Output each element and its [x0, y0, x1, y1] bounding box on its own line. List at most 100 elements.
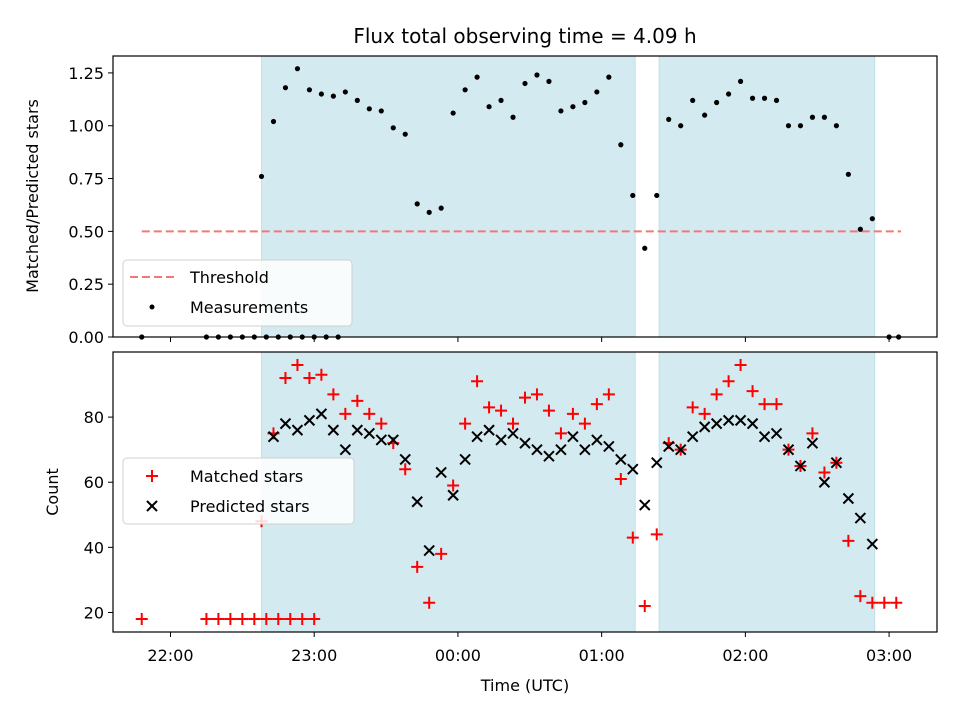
measurement-point — [522, 80, 528, 87]
predicted-star-point — [651, 456, 663, 469]
predicted-star-point — [435, 466, 447, 479]
measurements-legend-label: Measurements — [190, 298, 308, 317]
matched-star-point — [212, 612, 225, 625]
measurement-point — [366, 106, 372, 112]
bottom-shaded-interval — [658, 351, 876, 633]
measurement-point — [462, 87, 468, 93]
measurement-point — [857, 226, 863, 232]
predicted-star-point — [447, 489, 459, 501]
bottom-y-tick-label: 40 — [84, 538, 104, 557]
matched-star-point — [650, 528, 663, 541]
measurement-point — [354, 97, 360, 103]
matched-star-point — [447, 479, 460, 492]
predicted-star-point — [459, 453, 471, 466]
top-y-tick-label: 0.25 — [68, 275, 104, 294]
matched-star-point — [519, 391, 531, 404]
matched-star-point — [363, 407, 376, 420]
matched-star-point — [698, 407, 711, 420]
x-tick-label: 00:00 — [435, 646, 481, 665]
predicted-star-point — [746, 417, 759, 430]
matched-star-point — [399, 463, 412, 476]
x-tick-label: 02:00 — [722, 646, 768, 665]
measurement-point — [270, 118, 277, 125]
measurement-point — [606, 74, 612, 80]
predicted-star-point — [603, 440, 615, 453]
predicted-star-point — [579, 443, 591, 456]
matched-star-point — [248, 612, 261, 625]
measurement-point — [282, 85, 289, 91]
measurement-point — [797, 123, 804, 129]
threshold-legend-label: Threshold — [189, 268, 269, 287]
measurement-point — [809, 114, 816, 120]
predicted-star-point — [674, 443, 687, 456]
measurement-point — [378, 108, 384, 114]
measurement-point — [833, 123, 839, 129]
measurement-point — [486, 104, 492, 110]
measurement-point — [330, 93, 336, 99]
measurement-point — [618, 142, 624, 148]
matched-star-point — [770, 398, 783, 411]
top-y-axis-label: Matched/Predicted stars — [23, 99, 42, 293]
predicted-legend-swatch — [146, 500, 158, 512]
bottom-y-axis-label: Count — [43, 468, 62, 516]
measurements-legend-swatch — [149, 304, 155, 310]
predicted-star-point — [770, 427, 783, 440]
matched-star-point — [542, 404, 555, 417]
predicted-star-point — [375, 434, 387, 446]
top-panel: 0.00 0.25 0.50 0.75 1.00 1.25 — [68, 55, 938, 347]
matched-star-point — [602, 388, 615, 401]
bottom-y-tick-label: 80 — [84, 408, 104, 427]
predicted-star-point — [315, 408, 328, 420]
predicted-star-point — [782, 443, 795, 456]
top-axes-frame — [112, 55, 938, 338]
matched-star-point — [554, 427, 567, 440]
measurement-point — [390, 125, 396, 131]
bottom-legend-box — [122, 457, 355, 525]
x-tick-label: 03:00 — [866, 646, 912, 665]
matched-star-point — [303, 372, 316, 385]
predicted-star-point — [806, 437, 819, 449]
matched-star-point — [578, 417, 591, 430]
predicted-star-point — [794, 460, 807, 472]
matched-star-point — [842, 534, 855, 547]
measurement-point — [749, 95, 756, 101]
matched-star-point — [638, 599, 651, 612]
matched-star-point — [423, 596, 436, 609]
matched-star-point — [483, 401, 496, 414]
predicted-star-point — [615, 453, 627, 466]
measurement-point — [785, 123, 792, 129]
predicted-star-point — [267, 430, 280, 443]
measurement-point — [714, 99, 720, 106]
predicted-star-point — [698, 421, 711, 433]
measurement-point — [414, 201, 420, 207]
measurement-point — [318, 91, 324, 97]
top-y-tick-label: 1.00 — [68, 117, 104, 136]
matched-star-point — [135, 612, 148, 625]
predicted-star-point — [854, 512, 867, 524]
matched-star-point — [260, 612, 273, 625]
measurement-point — [306, 87, 313, 93]
predicted-star-point — [483, 424, 495, 436]
measurement-point — [773, 97, 780, 103]
matched-star-point — [296, 612, 309, 625]
matched-star-point — [818, 466, 831, 479]
measurement-point — [690, 97, 696, 103]
predicted-star-point — [818, 476, 831, 488]
matched-star-point — [327, 388, 340, 401]
top-legend: Threshold Measurements — [122, 259, 353, 327]
predicted-star-point — [686, 430, 699, 443]
matched-star-point — [746, 385, 759, 398]
matched-star-point — [722, 375, 735, 388]
measurement-point — [450, 110, 456, 116]
predicted-star-point — [722, 414, 735, 427]
top-y-tick-label: 0.75 — [68, 170, 104, 189]
measurement-point — [630, 192, 636, 199]
predicted-star-point — [555, 443, 567, 456]
measurement-point — [821, 114, 828, 120]
matched-star-point — [854, 590, 867, 603]
matched-star-point — [686, 401, 699, 414]
measurement-point — [678, 123, 684, 129]
matched-star-point — [590, 398, 603, 411]
matched-star-point — [224, 612, 237, 625]
